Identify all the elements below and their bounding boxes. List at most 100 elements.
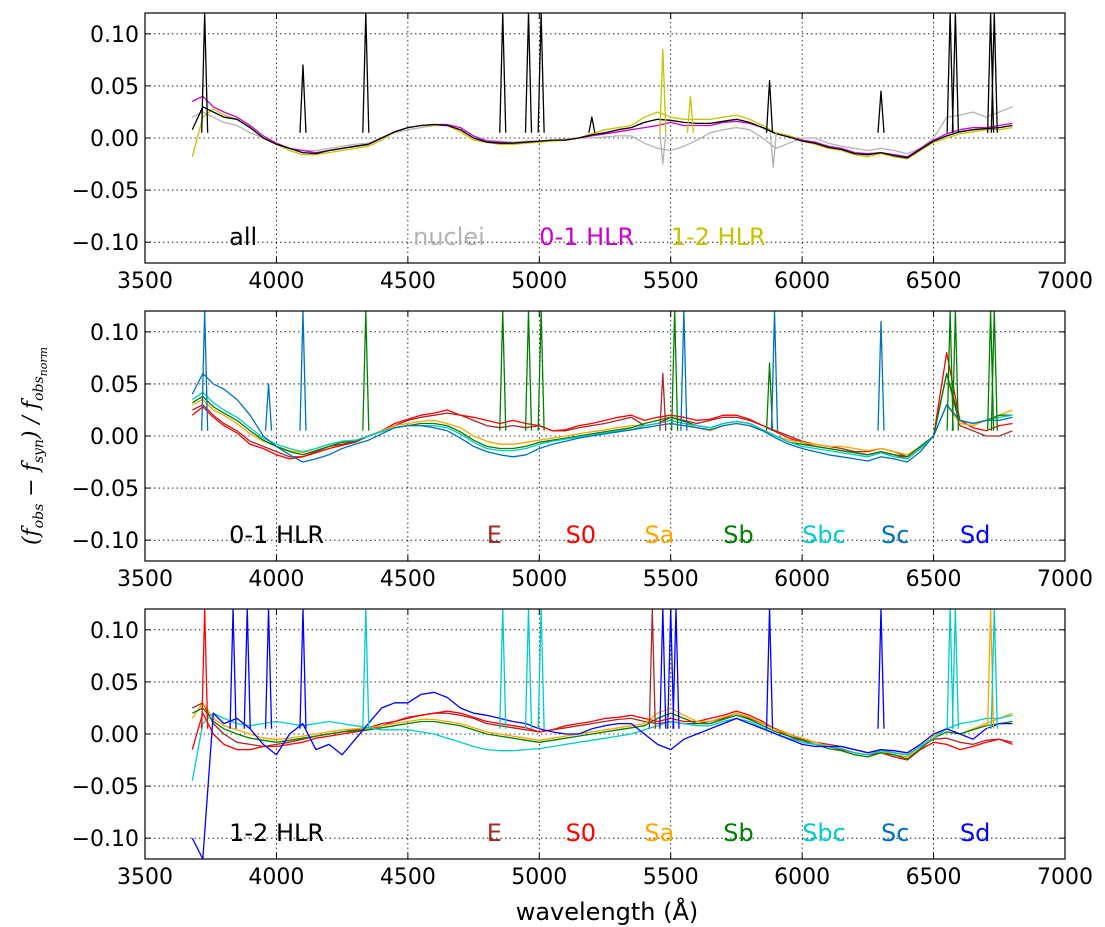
x-tick-label: 6500 <box>906 567 962 592</box>
emission-spike <box>499 311 507 431</box>
grid <box>144 311 1066 561</box>
emission-spike <box>299 609 307 729</box>
emission-spike <box>201 609 209 729</box>
emission-spike <box>524 609 533 729</box>
emission-spike <box>243 609 251 729</box>
annotation-sd: Sd <box>960 521 990 549</box>
x-tick-label: 7000 <box>1037 865 1093 890</box>
y-tick-label: 0.10 <box>90 321 139 346</box>
emission-spike <box>659 132 667 165</box>
series-line-sc <box>191 372 1013 463</box>
x-tick-label: 5000 <box>511 269 567 294</box>
emission-spike <box>672 609 680 729</box>
emission-spike <box>765 80 774 133</box>
x-axis-label: wavelength (Å) <box>516 897 699 926</box>
annotation-1-2-hlr: 1-2 HLR <box>229 819 324 847</box>
emission-spike <box>299 311 307 431</box>
y-tick-label: −0.05 <box>72 477 139 502</box>
series-line-sa <box>192 398 1013 456</box>
y-tick-label: 0.10 <box>90 23 139 48</box>
x-tick-label: 6000 <box>774 269 830 294</box>
y-tick-label: 0.00 <box>90 723 139 748</box>
emission-spike <box>499 13 507 133</box>
emission-spike <box>946 13 954 133</box>
y-tick-label: −0.10 <box>72 827 139 852</box>
emission-spike <box>877 320 885 431</box>
annotation-1-2-hlr: 1-2 HLR <box>671 223 766 251</box>
emission-spike <box>990 311 998 431</box>
y-tick-label: 0.05 <box>90 75 139 100</box>
annotation-0-1-hlr: 0-1 HLR <box>539 223 634 251</box>
annotation-sa: Sa <box>644 819 674 847</box>
annotation-sb: Sb <box>723 819 753 847</box>
emission-spike <box>659 372 667 431</box>
series-line-e <box>192 702 1013 756</box>
x-tick-label: 4000 <box>248 567 304 592</box>
annotation-e: E <box>487 521 502 549</box>
panel-0-1-hlr: 3500 4000 4500 5000 5500 6000 6500 7000 0.10 0.05… <box>72 310 1093 592</box>
emission-spike <box>659 48 667 133</box>
emission-spike <box>499 609 507 729</box>
annotation-sbc: Sbc <box>802 819 846 847</box>
emission-spike <box>951 311 960 431</box>
emission-spike <box>648 609 656 729</box>
emission-spike <box>537 609 545 729</box>
x-tick-label: 4000 <box>248 269 304 294</box>
annotation-sd: Sd <box>960 819 990 847</box>
emission-spike <box>362 13 370 133</box>
annotation-all: all <box>229 223 257 251</box>
y-axis-label: (fobs − fsyn) / fobsnorm <box>19 347 50 545</box>
y-tick-label: 0.10 <box>90 619 139 644</box>
x-tick-label: 3500 <box>117 865 173 890</box>
emission-spike <box>951 13 960 133</box>
annotation-s0: S0 <box>566 819 597 847</box>
emission-spike <box>659 609 667 729</box>
plot-area <box>191 311 1013 463</box>
x-tick-label: 5500 <box>643 567 699 592</box>
series-line-sb <box>191 372 1013 458</box>
emission-spike <box>667 609 675 729</box>
series-line-sbc <box>191 712 1013 782</box>
y-axis-label-part: syn <box>31 439 47 463</box>
emission-spike <box>299 64 307 133</box>
y-tick-label: 0.05 <box>90 671 139 696</box>
emission-spike <box>264 383 273 431</box>
emission-spike <box>362 311 370 431</box>
x-tick-label: 6000 <box>774 865 830 890</box>
annotation-sb: Sb <box>723 521 753 549</box>
y-axis-label-part: obs <box>31 504 47 529</box>
emission-spike <box>524 13 533 133</box>
x-tick-label: 7000 <box>1037 567 1093 592</box>
series-line-s0 <box>191 710 1013 761</box>
emission-spike <box>524 311 533 431</box>
emission-spike <box>680 311 688 431</box>
plot-area <box>191 13 1013 168</box>
annotation-nuclei: nuclei <box>413 223 485 251</box>
x-tick-label: 6500 <box>906 269 962 294</box>
annotation-sc: Sc <box>881 819 909 847</box>
x-tick-label: 3500 <box>117 567 173 592</box>
annotation-sbc: Sbc <box>802 521 846 549</box>
emission-spike <box>769 132 777 168</box>
emission-spike <box>264 609 273 729</box>
series-line-all <box>191 106 1013 159</box>
emission-spike <box>946 311 954 431</box>
annotation-0-1-hlr: 0-1 HLR <box>229 521 324 549</box>
panel-1-2-hlr: 3500 4000 4500 5000 5500 6000 6500 7000 0.10 0.05… <box>72 608 1093 890</box>
emission-spike <box>671 311 679 431</box>
emission-spike <box>951 609 960 729</box>
panel-all: 3500 4000 4500 5000 5500 6000 6500 7000 0.10 0.05… <box>72 12 1093 294</box>
emission-spike <box>990 609 998 729</box>
x-tick-label: 4500 <box>380 567 436 592</box>
y-axis-label-part: ) / f <box>19 397 44 440</box>
x-tick-label: 4500 <box>380 269 436 294</box>
x-tick-label: 7000 <box>1037 269 1093 294</box>
series-line-sd <box>191 691 1013 859</box>
emission-spike <box>877 90 885 133</box>
x-tick-label: 4500 <box>380 865 436 890</box>
x-tick-label: 4000 <box>248 865 304 890</box>
emission-spike <box>686 95 695 133</box>
y-tick-label: 0.00 <box>90 127 139 152</box>
y-axis-label-part: − f <box>19 459 44 503</box>
